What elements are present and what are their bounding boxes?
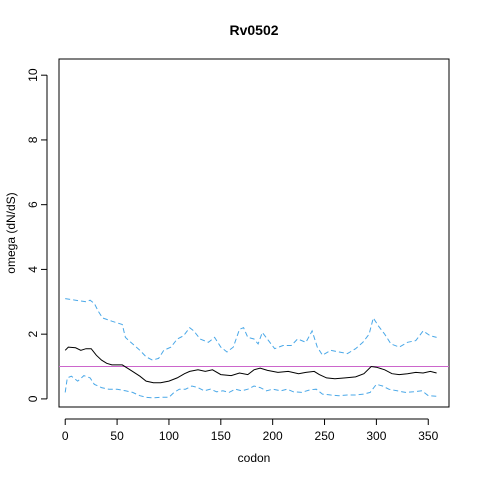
x-tick-label: 250: [315, 429, 335, 443]
series-layer: [59, 298, 449, 399]
plot-frame: [58, 58, 450, 408]
x-axis: 0 50 100 150 200 250 300 350: [62, 418, 439, 443]
x-tick-label: 300: [366, 429, 386, 443]
y-axis: 0 2 4 6 8 10: [26, 68, 48, 402]
series-line-lower: [64, 375, 437, 399]
x-axis-label: codon: [238, 451, 271, 465]
y-tick-label: 2: [26, 331, 40, 338]
x-tick-label: 100: [159, 429, 179, 443]
y-axis-label: omega (dN/dS): [4, 192, 18, 273]
chart-title: Rv0502: [229, 22, 278, 38]
x-tick-label: 0: [62, 429, 69, 443]
y-tick-label: 0: [26, 395, 40, 402]
x-tick-label: 200: [263, 429, 283, 443]
y-tick-label: 4: [26, 266, 40, 273]
series-line-upper: [65, 298, 437, 361]
y-tick-label: 10: [26, 68, 40, 82]
x-tick-label: 350: [418, 429, 438, 443]
x-tick-label: 50: [110, 429, 124, 443]
x-tick-label: 150: [211, 429, 231, 443]
y-tick-label: 8: [26, 136, 40, 143]
series-line-estimate: [64, 346, 437, 384]
y-tick-label: 6: [26, 201, 40, 208]
